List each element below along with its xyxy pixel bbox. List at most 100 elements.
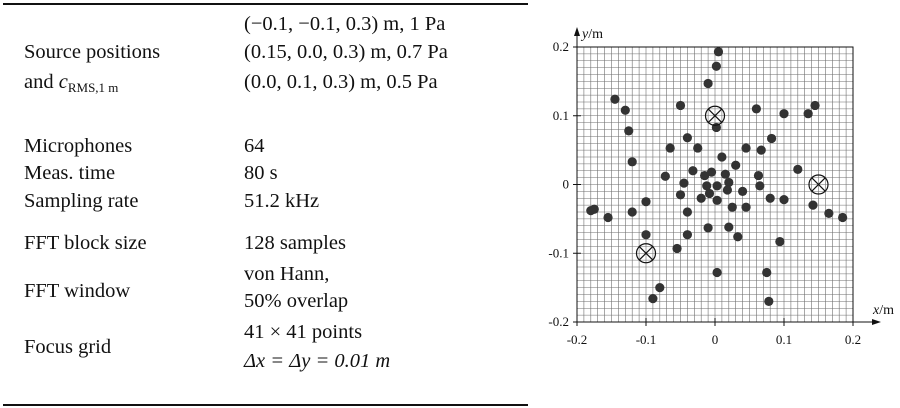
microphone-point bbox=[793, 164, 803, 174]
y-tick-label: -0.1 bbox=[548, 245, 569, 260]
value-focus-grid-2: Δx = Δy = 0.01 m bbox=[244, 350, 391, 372]
microphone-point bbox=[751, 104, 761, 114]
microphone-point bbox=[702, 181, 712, 191]
microphone-point bbox=[762, 267, 772, 278]
axes: -0.2 -0.1 0 0.1 0.2 0.2 0.1 0 -0.1 -0.2 x/m y/m bbox=[548, 27, 894, 347]
value-focus-grid-1: 41 × 41 points bbox=[244, 321, 363, 343]
label-focus-grid: Focus grid bbox=[24, 336, 112, 358]
microphone-point bbox=[641, 230, 651, 240]
microphone-point bbox=[704, 188, 715, 199]
microphone-point bbox=[712, 267, 722, 278]
table-bottom-rule bbox=[3, 404, 528, 406]
microphone-point bbox=[779, 195, 789, 205]
microphone-point bbox=[741, 202, 751, 212]
microphone-point bbox=[624, 126, 634, 136]
microphone-point bbox=[724, 222, 734, 232]
microphone-point bbox=[731, 160, 741, 170]
microphone-point bbox=[810, 100, 820, 111]
x-tick-label: 0.1 bbox=[776, 332, 792, 347]
x-axis-label: x/m bbox=[872, 303, 894, 318]
source-marker bbox=[635, 243, 657, 264]
microphone-point bbox=[722, 185, 733, 195]
microphone-point bbox=[765, 193, 775, 203]
microphone-point bbox=[720, 169, 730, 179]
microphone-point bbox=[620, 105, 630, 115]
microphone-point bbox=[738, 186, 748, 196]
microphone-point bbox=[756, 145, 766, 155]
source-cross-b bbox=[811, 177, 826, 192]
microphone-point bbox=[753, 170, 764, 181]
microphone-point bbox=[703, 223, 713, 233]
label-sampling-rate: Sampling rate bbox=[24, 190, 139, 212]
y-tick-label: -0.2 bbox=[548, 314, 569, 329]
label-c-rms: and cRMS,1 m bbox=[24, 70, 118, 94]
microphone-point bbox=[589, 204, 599, 214]
microphone-point bbox=[603, 212, 613, 223]
microphone-point bbox=[838, 212, 848, 223]
microphone-point bbox=[641, 197, 651, 207]
microphone-array-plot: -0.2 -0.1 0 0.1 0.2 0.2 0.1 0 -0.1 -0.2 x/m y/m bbox=[532, 0, 900, 408]
microphone-point bbox=[824, 208, 834, 218]
x-tick-label: 0.2 bbox=[845, 332, 861, 347]
microphone-point bbox=[696, 193, 706, 203]
microphone-point bbox=[693, 143, 703, 153]
microphone-point bbox=[703, 78, 713, 89]
microphone-point bbox=[764, 296, 774, 306]
microphone-point bbox=[803, 109, 813, 119]
value-fft-block-size: 128 samples bbox=[244, 232, 346, 254]
x-tick-label: -0.1 bbox=[636, 332, 657, 347]
microphone-point bbox=[627, 207, 637, 217]
microphone-point bbox=[682, 133, 692, 143]
label-fft-window: FFT window bbox=[24, 280, 131, 302]
x-axis-arrow bbox=[872, 319, 881, 325]
microphone-point bbox=[688, 166, 698, 176]
value-source-1: (−0.1, −0.1, 0.3) m, 1 Pa bbox=[244, 13, 446, 35]
value-sampling-rate: 51.2 kHz bbox=[244, 190, 320, 212]
x-tick-label: -0.2 bbox=[567, 332, 588, 347]
c-rms-symbol: and cRMS,1 m bbox=[24, 71, 119, 95]
x-tick-label: 0 bbox=[712, 332, 719, 347]
microphone-point bbox=[766, 133, 777, 144]
parameter-table: Source positions and cRMS,1 m (−0.1, −0.… bbox=[3, 3, 528, 406]
label-meas-time: Meas. time bbox=[24, 162, 116, 184]
microphone-point bbox=[665, 143, 675, 153]
table-top-rule bbox=[3, 3, 528, 5]
microphone-point bbox=[717, 152, 727, 162]
microphone-point bbox=[648, 294, 658, 304]
source-circle bbox=[808, 174, 829, 195]
y-axis-label: y/m bbox=[580, 27, 603, 42]
microphone-point bbox=[779, 109, 789, 119]
value-microphones: 64 bbox=[244, 135, 265, 157]
microphone-point bbox=[733, 232, 743, 242]
label-source-positions: Source positions bbox=[24, 41, 161, 63]
value-source-2: (0.15, 0.0, 0.3) m, 0.7 Pa bbox=[244, 41, 448, 63]
y-tick-label: 0.2 bbox=[553, 39, 569, 54]
focus-grid bbox=[576, 46, 854, 323]
source-circle bbox=[704, 105, 726, 126]
microphone-point bbox=[675, 190, 686, 200]
microphone-point bbox=[700, 170, 710, 181]
source-cross-b bbox=[638, 246, 654, 261]
source-marker bbox=[704, 105, 726, 126]
source-circle bbox=[635, 243, 657, 264]
microphone-point bbox=[727, 202, 737, 212]
microphone-point bbox=[682, 230, 692, 240]
y-tick-label: 0.1 bbox=[553, 108, 569, 123]
label-fft-block-size: FFT block size bbox=[24, 232, 147, 254]
microphone-point bbox=[712, 195, 722, 205]
scatter-chart: -0.2 -0.1 0 0.1 0.2 0.2 0.1 0 -0.1 -0.2 x/m y/m bbox=[548, 27, 894, 347]
microphone-point bbox=[660, 171, 670, 181]
y-axis-arrow bbox=[574, 27, 580, 36]
microphone-point bbox=[712, 181, 722, 191]
microphone-point bbox=[713, 47, 724, 57]
microphone-point bbox=[679, 178, 689, 188]
value-fft-window-1: von Hann, bbox=[244, 263, 330, 285]
microphone-point bbox=[755, 181, 765, 191]
value-source-3: (0.0, 0.1, 0.3) m, 0.5 Pa bbox=[244, 71, 438, 93]
microphone-point bbox=[775, 236, 785, 247]
source-cross-b bbox=[707, 108, 723, 123]
label-microphones: Microphones bbox=[24, 135, 133, 157]
microphone-point bbox=[655, 283, 665, 293]
value-meas-time: 80 s bbox=[244, 162, 278, 184]
microphone-point bbox=[627, 157, 637, 167]
